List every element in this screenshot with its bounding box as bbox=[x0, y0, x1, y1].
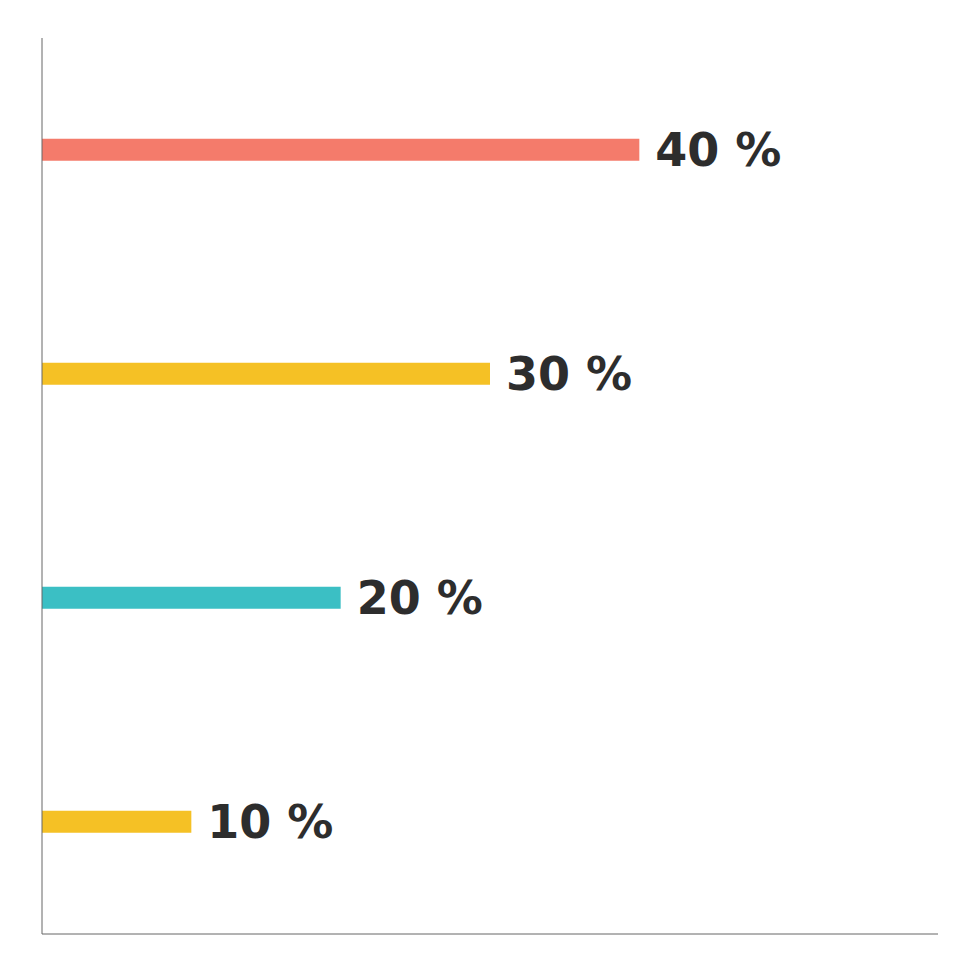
svg-text:30 %: 30 % bbox=[506, 347, 632, 401]
svg-text:20 %: 20 % bbox=[357, 571, 483, 625]
svg-text:40 %: 40 % bbox=[655, 123, 781, 177]
svg-text:10 %: 10 % bbox=[207, 795, 333, 849]
